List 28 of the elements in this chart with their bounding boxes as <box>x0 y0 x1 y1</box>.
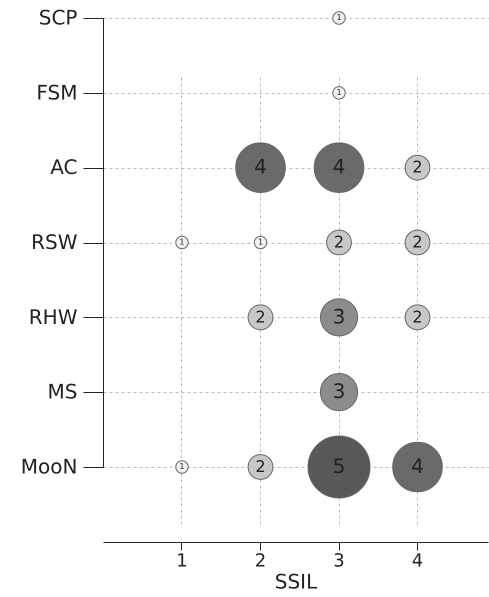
y-tick-label: MooN <box>20 454 78 478</box>
data-label: 3 <box>332 304 346 328</box>
x-tick-label: 3 <box>333 550 345 572</box>
data-label: 2 <box>412 158 423 177</box>
y-tick-label: MS <box>48 380 78 404</box>
data-label: 4 <box>332 154 346 179</box>
data-label: 1 <box>179 238 185 246</box>
y-tick-label: RSW <box>31 230 78 254</box>
data-label: 2 <box>334 232 344 252</box>
y-tick-label: RHW <box>28 304 78 329</box>
y-tick-label: FSM <box>36 80 78 104</box>
x-tick-label: 1 <box>176 550 188 572</box>
data-label: 4 <box>254 154 267 179</box>
x-axis-title: SSIL <box>274 570 318 594</box>
data-label: 1 <box>258 238 264 246</box>
data-label: 2 <box>412 307 423 326</box>
data-label: 1 <box>336 13 342 22</box>
x-tick-label: 2 <box>254 550 266 572</box>
data-label: 3 <box>332 379 346 404</box>
x-tick-label: 4 <box>412 550 424 572</box>
data-label: 2 <box>255 307 266 326</box>
data-label: 2 <box>255 457 266 476</box>
data-label: 1 <box>179 462 185 471</box>
data-label: 4 <box>411 454 424 478</box>
data-label: 2 <box>412 232 423 252</box>
y-tick-label: AC <box>50 155 78 180</box>
y-tick-label: SCP <box>38 6 78 30</box>
data-label: 1 <box>336 88 342 97</box>
